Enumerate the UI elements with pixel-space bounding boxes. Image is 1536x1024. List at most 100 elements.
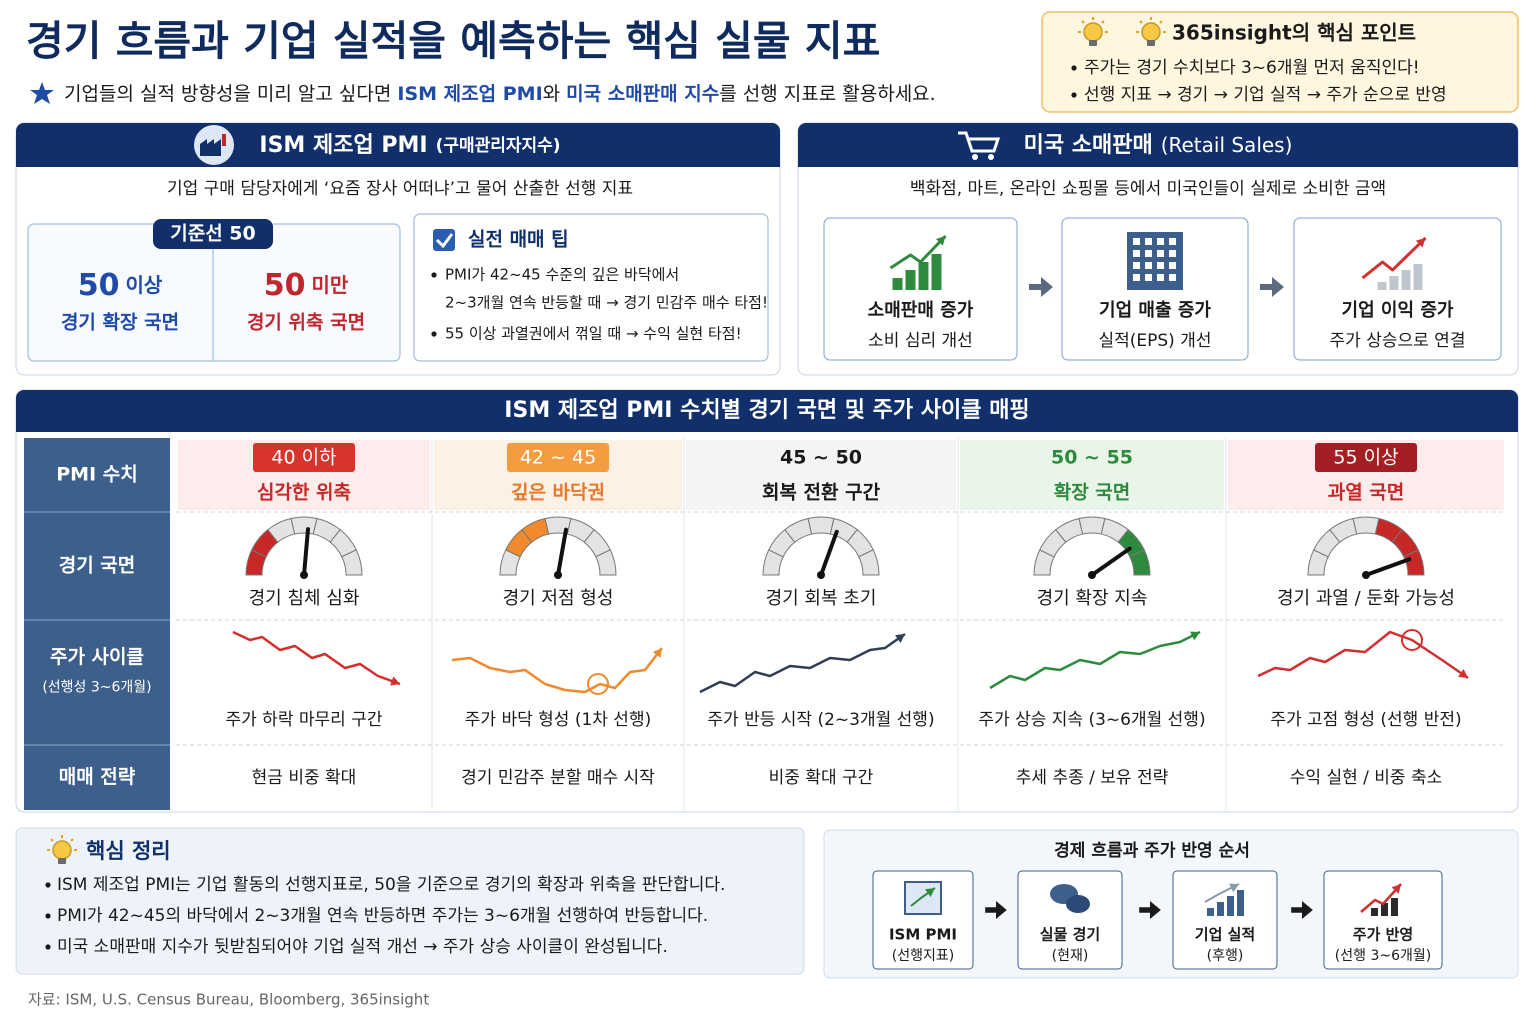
insight-title: 365insight의 핵심 포인트 xyxy=(1172,21,1416,45)
flow-arrow xyxy=(1029,277,1053,297)
row-header: 경기 국면 xyxy=(59,555,136,577)
icon-arrowhead xyxy=(1391,884,1401,894)
gauge-segment xyxy=(1352,516,1380,535)
icon-bar xyxy=(1217,902,1224,916)
gauge-segment xyxy=(595,549,617,576)
icon-trend xyxy=(451,647,663,694)
icon-trend xyxy=(699,632,906,694)
icon-arrowhead xyxy=(935,236,946,246)
icon-bar xyxy=(1401,270,1411,290)
range-cell xyxy=(960,440,1224,510)
gauge-label: 경기 과열 / 둔화 가능성 xyxy=(1277,588,1455,609)
flow-arrow xyxy=(1291,901,1313,919)
gauge-label: 경기 저점 형성 xyxy=(503,588,614,609)
bulb-ray xyxy=(1081,20,1085,24)
flow-step-title: 주가 반영 xyxy=(1353,926,1413,944)
bullet xyxy=(431,272,437,278)
icon-trend xyxy=(989,630,1201,690)
building-window xyxy=(1169,238,1176,245)
baseline-value: 50 이상 xyxy=(78,268,163,303)
factory-icon xyxy=(200,139,221,156)
pmi-title: ISM 제조업 PMI (구매관리자지수) xyxy=(259,133,560,158)
icon-bar xyxy=(1381,903,1388,916)
check-mark xyxy=(435,233,454,249)
building-window xyxy=(1169,262,1176,269)
bulb-base xyxy=(1147,40,1155,46)
icon-bar xyxy=(1389,276,1399,290)
flow-step-sub: (선행 3~6개월) xyxy=(1335,948,1431,964)
bulb-icon xyxy=(1141,22,1161,42)
subtitle-part: 와 xyxy=(543,83,567,105)
baseline-suffix: 미만 xyxy=(311,273,348,297)
retail-step-title: 기업 이익 증가 xyxy=(1342,300,1454,321)
row-header: 주가 사이클 xyxy=(50,646,144,668)
bulb-icon xyxy=(1083,22,1103,42)
pmi-range: 50 ~ 55 xyxy=(1051,447,1133,469)
page-title: 경기 흐름과 기업 실적을 예측하는 핵심 실물 지표 xyxy=(26,17,880,65)
tips-title: 실전 매매 팁 xyxy=(468,229,569,251)
summary-box xyxy=(15,827,805,975)
building-window xyxy=(1133,274,1140,281)
flow-step-sub: (후행) xyxy=(1207,948,1244,964)
baseline-label: 기준선 50 xyxy=(170,223,256,245)
bulb-ray xyxy=(1101,20,1105,24)
flow-title: 경제 흐름과 주가 반영 순서 xyxy=(1054,841,1250,861)
phase-label: 과열 국면 xyxy=(1328,482,1405,504)
icon-bar xyxy=(931,254,942,290)
gauge-hub xyxy=(1088,571,1096,579)
mapping-title: ISM 제조업 PMI 수치별 경기 국면 및 주가 사이클 매핑 xyxy=(504,398,1029,423)
icon-bar xyxy=(1377,282,1387,290)
bullet xyxy=(45,944,51,950)
flow-step xyxy=(872,870,974,970)
icon-arrowhead xyxy=(895,634,905,643)
flow-arrow xyxy=(1260,277,1284,297)
icon-bar xyxy=(1413,264,1423,290)
retail-title: 미국 소매판매 (Retail Sales) xyxy=(1024,133,1293,159)
building-window xyxy=(1169,250,1176,257)
building-window xyxy=(1145,238,1152,245)
gauge-segment xyxy=(290,516,318,535)
retail-step-sub: 소비 심리 개선 xyxy=(868,331,973,351)
insight-item: 주가는 경기 수치보다 3~6개월 먼저 움직인다! xyxy=(1084,58,1420,78)
strategy-label: 추세 추종 / 보유 전략 xyxy=(1016,768,1169,788)
icon-trend xyxy=(1257,630,1469,680)
flow-step xyxy=(1172,870,1278,970)
retail-step-sub: 주가 상승으로 연결 xyxy=(1330,331,1466,351)
subtitle-part: 미국 소매판매 지수 xyxy=(566,83,719,105)
summary-item: ISM 제조업 PMI는 기업 활동의 선행지표로, 50을 기준으로 경기의 … xyxy=(57,875,725,895)
flow-step xyxy=(1017,870,1123,970)
bullet xyxy=(1071,65,1077,71)
icon-arrowhead xyxy=(925,888,935,898)
retail-step-title: 기업 매출 증가 xyxy=(1099,300,1211,321)
bulb-base xyxy=(1089,40,1097,46)
flow-step-title: 실물 경기 xyxy=(1040,926,1100,944)
icon-bar xyxy=(1237,890,1244,916)
range-pill xyxy=(507,443,609,472)
building-window xyxy=(1133,238,1140,245)
building-window xyxy=(1133,262,1140,269)
summary-title: 핵심 정리 xyxy=(86,839,171,863)
building-window xyxy=(1145,262,1152,269)
range-cell xyxy=(686,440,956,510)
pmi-range: 42 ~ 45 xyxy=(520,447,596,469)
summary-item: 미국 소매판매 지수가 뒷받침되어야 기업 실적 개선 → 주가 상승 사이클이… xyxy=(57,937,668,957)
row-header-col xyxy=(24,438,170,810)
icon-bar xyxy=(1391,898,1398,916)
flow-step-title: ISM PMI xyxy=(889,926,957,944)
gauge-segment xyxy=(1129,549,1151,576)
strategy-label: 비중 확대 구간 xyxy=(769,768,874,788)
icon-arrowhead xyxy=(390,676,400,686)
gauge-label: 경기 회복 초기 xyxy=(766,588,877,609)
icon-bar xyxy=(1227,896,1234,916)
row-header: PMI 수치 xyxy=(56,464,137,486)
baseline-value: 50 미만 xyxy=(264,268,349,303)
flow-step-sub: (현재) xyxy=(1052,948,1089,964)
baseline-text: 경기 위축 국면 xyxy=(247,312,365,334)
gauge-needle xyxy=(302,527,311,577)
gauge-hub xyxy=(1362,571,1370,579)
flow-icon xyxy=(1066,895,1090,913)
pmi-title-main: ISM 제조업 PMI xyxy=(259,133,427,158)
flow-step-sub: (선행지표) xyxy=(892,948,954,964)
retail-step-sub: 실적(EPS) 개선 xyxy=(1098,331,1211,351)
strategy-label: 현금 비중 확대 xyxy=(252,768,357,788)
